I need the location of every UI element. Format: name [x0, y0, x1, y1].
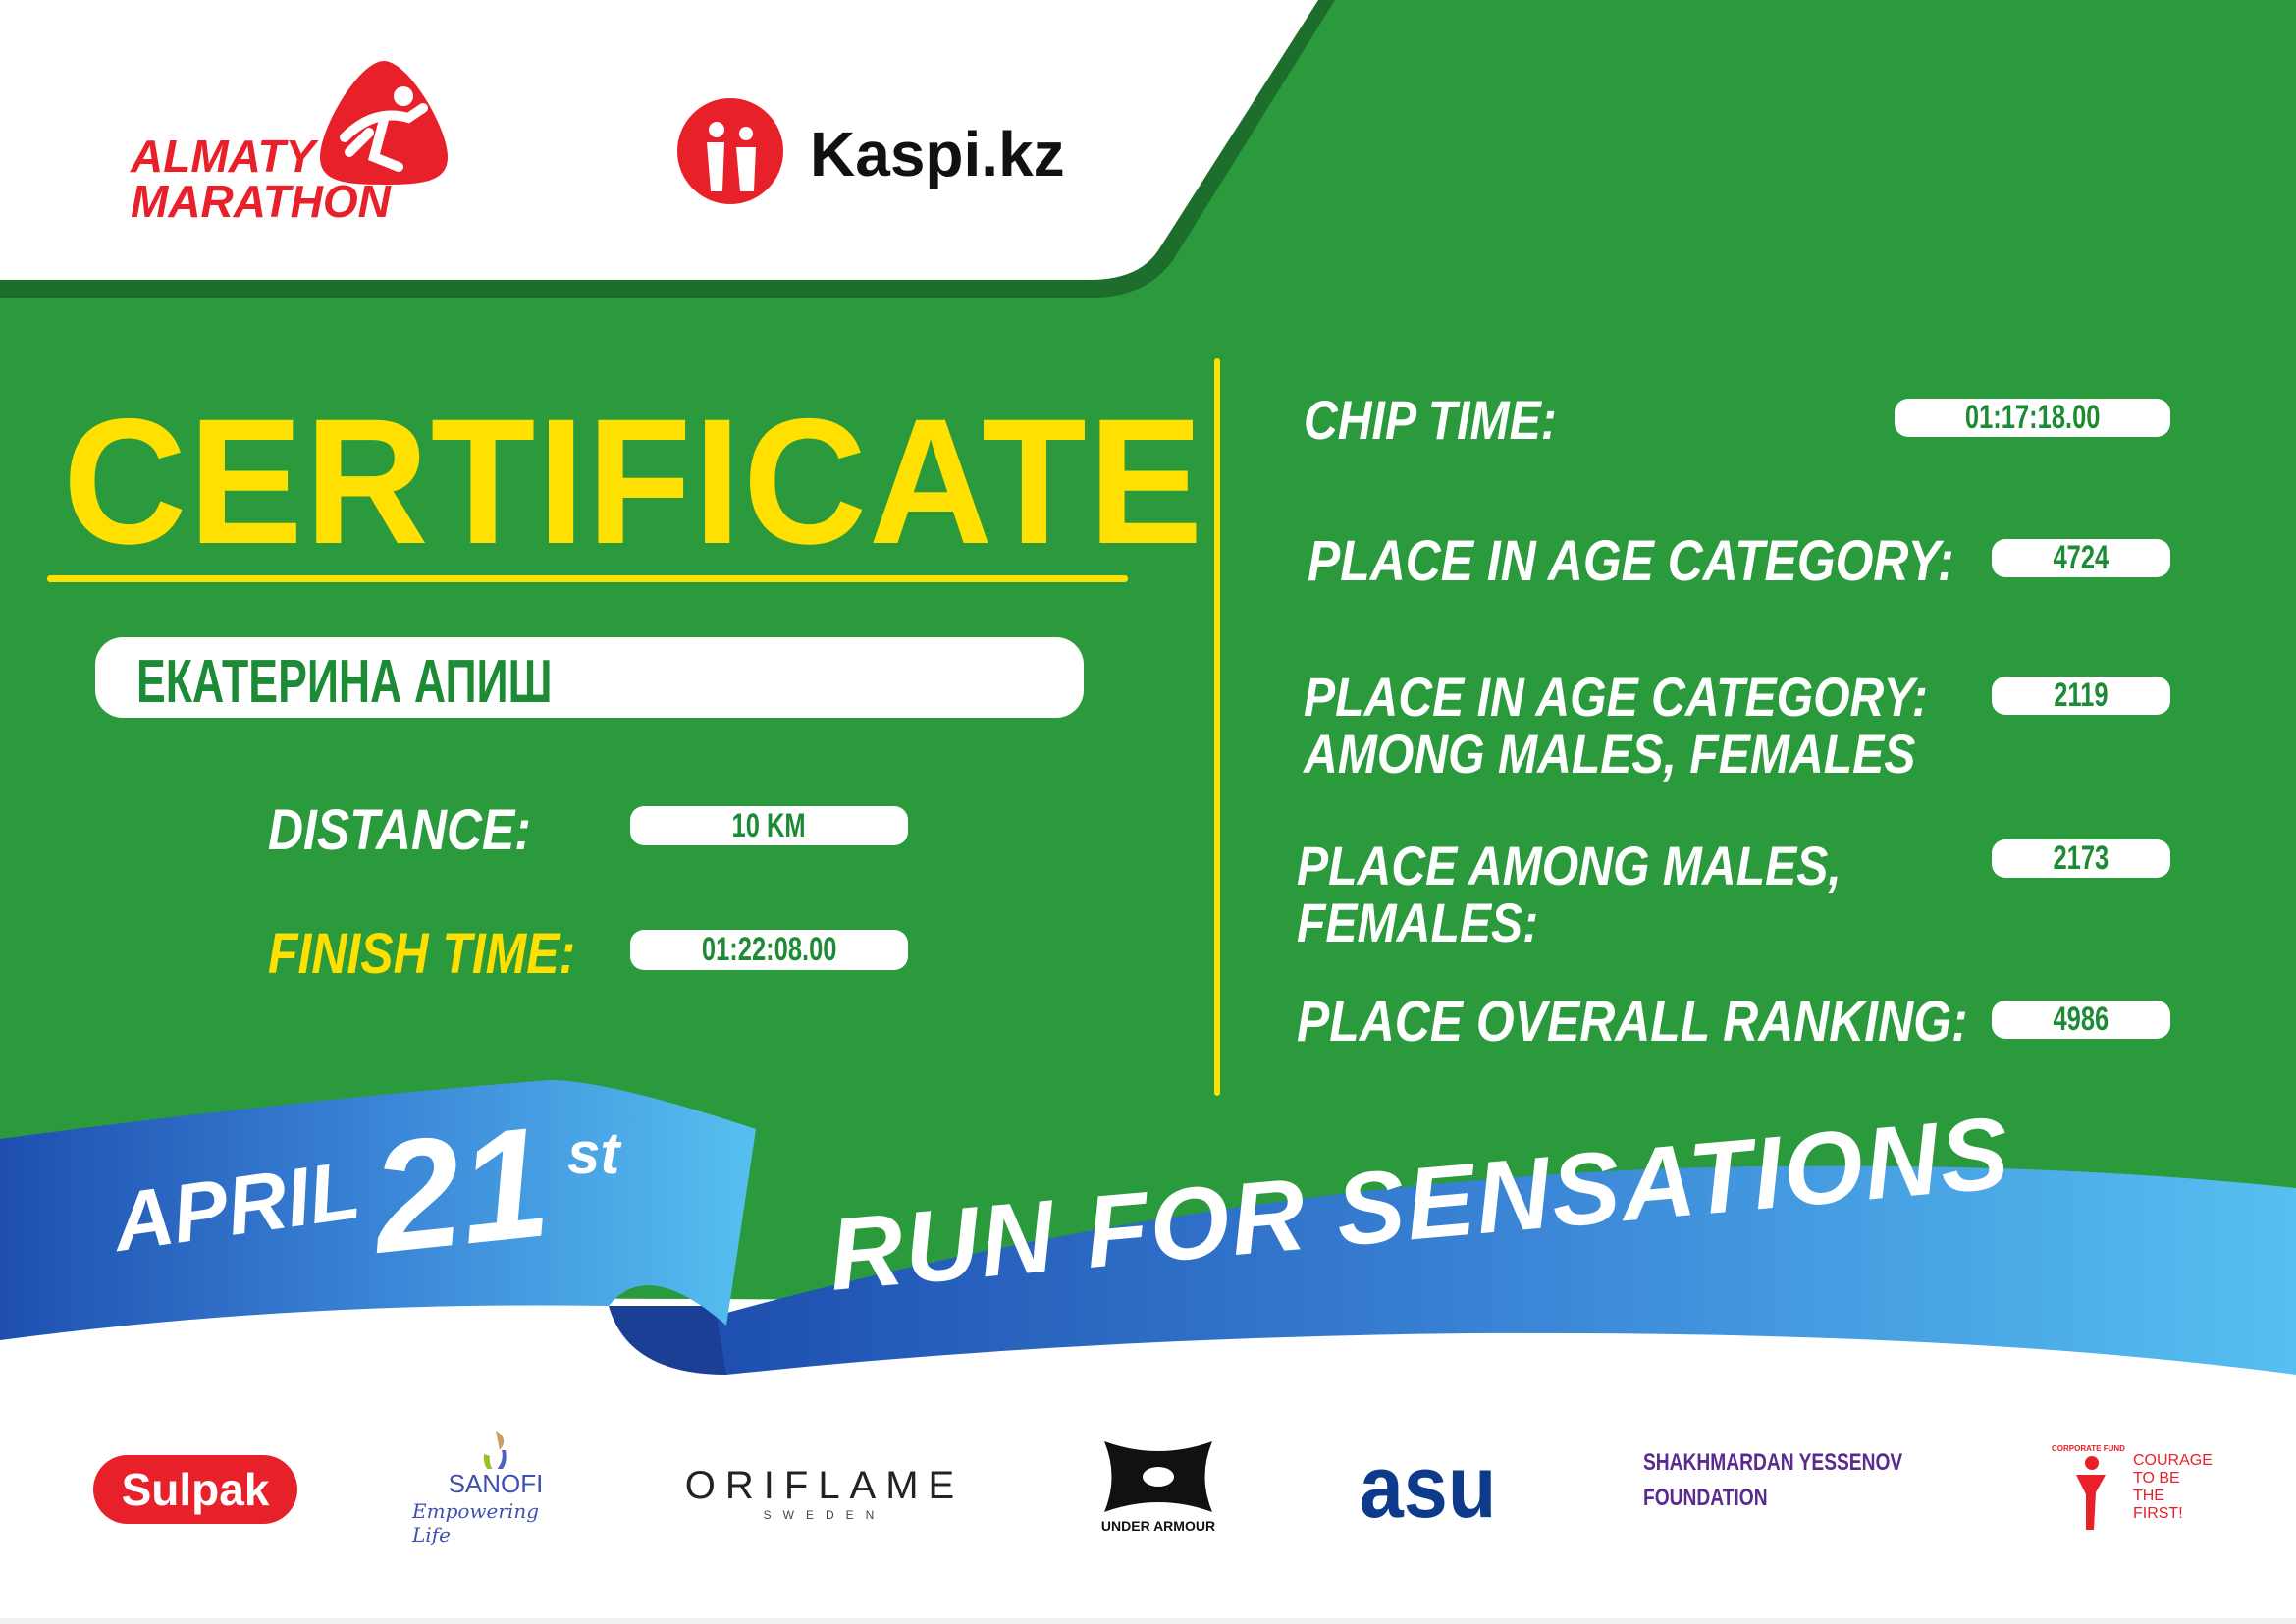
finish-time-label: FINISH TIME:	[268, 922, 576, 986]
courage-fund-tagline: CORPORATE FUND	[2052, 1443, 2125, 1453]
sponsor-oriflame: ORIFLAME SWEDEN	[684, 1463, 965, 1522]
sponsor-sanofi: SANOFI Empowering Life	[412, 1429, 579, 1546]
white-footer	[0, 1404, 2296, 1618]
age-category-gender-label-2: AMONG MALES, FEMALES	[1304, 723, 1916, 785]
gender-value: 2173	[1992, 839, 2170, 878]
under-armour-icon	[1104, 1441, 1212, 1512]
sulpak-text: Sulpak	[121, 1464, 270, 1515]
sanofi-text: SANOFI	[448, 1469, 544, 1498]
distance-value: 10 KM	[630, 806, 908, 845]
under-armour-text: UNDER ARMOUR	[1100, 1518, 1216, 1534]
participant-name-field: ЕКАТЕРИНА АПИШ	[95, 637, 1084, 718]
gender-label-2: FEMALES:	[1297, 892, 1539, 953]
sanofi-tagline: Empowering Life	[412, 1499, 540, 1546]
bottom-border	[0, 1618, 2296, 1624]
yessenov-text-group: SHAKHMARDAN YESSENOV FOUNDATION	[1643, 1449, 1967, 1512]
certificate-title: CERTIFICATE	[63, 381, 1205, 581]
sponsor-under-armour: UNDER ARMOUR	[1070, 1438, 1247, 1537]
chip-time-value-text: 01:17:18.00	[1964, 399, 2101, 436]
almaty-marathon-logo: ALMATY MARATHON	[129, 59, 453, 227]
participant-name: ЕКАТЕРИНА АПИШ	[136, 648, 553, 716]
almaty-logo-text-2: MARATHON	[131, 176, 391, 227]
date-day: 21	[364, 1093, 557, 1286]
chip-time-value: 01:17:18.00	[1895, 399, 2170, 437]
yessenov-text: SHAKHMARDAN YESSENOV	[1643, 1449, 1903, 1476]
kaspi-logo-text: Kaspi.kz	[810, 119, 1065, 189]
overall-value: 4986	[1992, 1001, 2170, 1039]
yessenov-tagline: FOUNDATION	[1643, 1485, 1768, 1511]
sponsor-sulpak: Sulpak	[93, 1455, 297, 1524]
asu-text: asu	[1360, 1438, 1497, 1537]
kaspi-logo: Kaspi.kz	[677, 98, 1070, 206]
distance-value-text: 10 KM	[731, 806, 807, 844]
age-category-value: 4724	[1992, 539, 2170, 577]
almaty-logo-text-1: ALMATY	[131, 131, 316, 182]
age-category-value-text: 4724	[2053, 539, 2109, 576]
courage-fund-mark: CORPORATE FUND	[2052, 1444, 2125, 1532]
sponsor-yessenov: SHAKHMARDAN YESSENOV FOUNDATION	[1618, 1435, 1951, 1526]
sponsor-courage-fund: CORPORATE FUND COURAGE TO BE THE FIRST!	[2052, 1438, 2218, 1537]
date-suffix: st	[567, 1120, 620, 1186]
distance-label: DISTANCE:	[268, 798, 531, 862]
gender-label-1: PLACE AMONG MALES,	[1297, 835, 1842, 896]
oriflame-text: ORIFLAME	[684, 1463, 965, 1507]
title-divider	[47, 575, 1128, 582]
sponsor-asu: asu	[1350, 1443, 1507, 1532]
sanofi-icon	[483, 1431, 507, 1469]
courage-fund-text: COURAGE TO BE THE FIRST!	[2132, 1452, 2213, 1522]
vertical-divider	[1214, 358, 1220, 1096]
ribbon-banner	[0, 1080, 2296, 1404]
finish-time-value: 01:22:08.00	[630, 930, 908, 970]
chip-time-label: CHIP TIME:	[1304, 389, 1557, 451]
age-category-gender-label-1: PLACE IN AGE CATEGORY:	[1304, 666, 1928, 728]
header-panel	[0, 0, 1335, 298]
kaspi-icon	[677, 98, 783, 204]
age-category-gender-value: 2119	[1992, 677, 2170, 715]
runner-icon	[320, 61, 448, 185]
oriflame-tagline: SWEDEN	[763, 1507, 886, 1522]
finish-time-value-text: 01:22:08.00	[701, 931, 837, 968]
overall-value-text: 4986	[2053, 1001, 2109, 1038]
age-category-label: PLACE IN AGE CATEGORY:	[1308, 529, 1954, 593]
age-category-gender-value-text: 2119	[2054, 677, 2109, 714]
overall-label: PLACE OVERALL RANKING:	[1297, 990, 1968, 1054]
gender-value-text: 2173	[2053, 839, 2109, 877]
runner-icon	[2076, 1455, 2107, 1530]
